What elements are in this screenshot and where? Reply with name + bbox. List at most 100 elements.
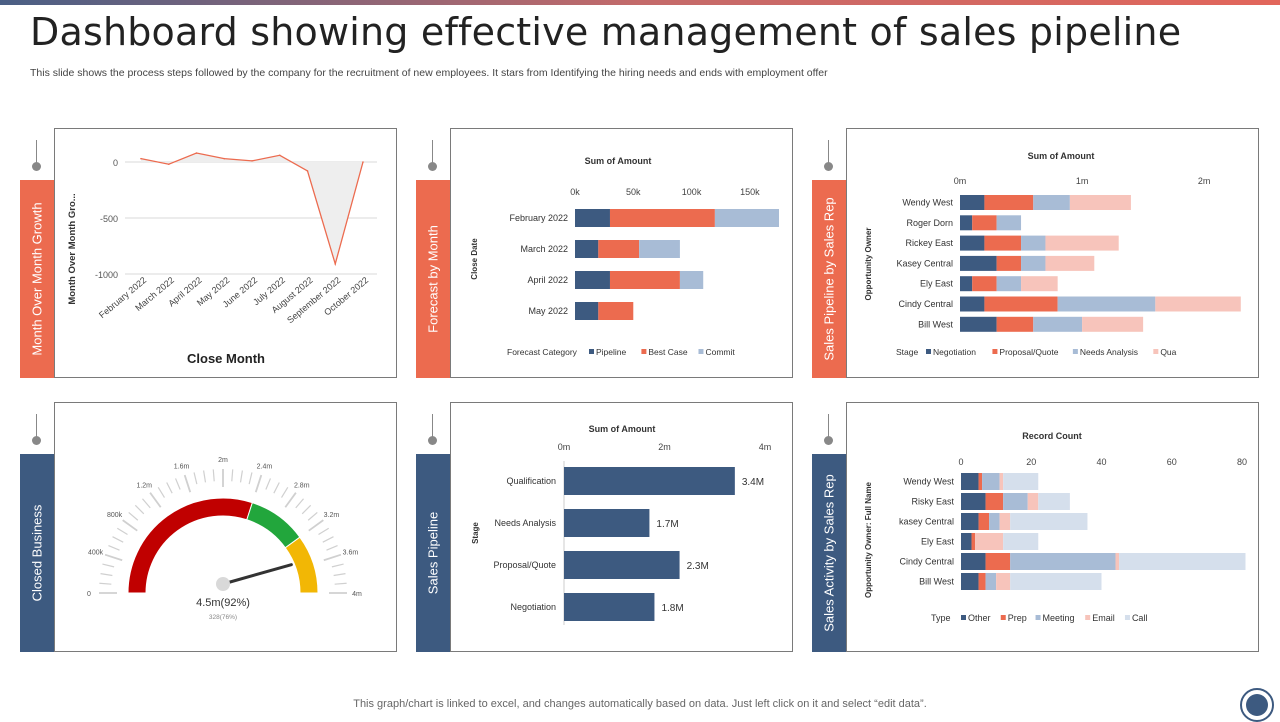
panel-pipeline-rep[interactable]: Sum of Amount 0m 1m 2m Wendy West Roger Dorn R… — [846, 128, 1259, 378]
gauge-tick — [174, 478, 181, 490]
bar-segment — [1033, 316, 1083, 332]
pin-dot — [32, 436, 41, 445]
panel-month-growth[interactable]: 0 -500 -1000 February 2022 March 2022 April 2… — [54, 128, 397, 378]
bar-segment — [714, 209, 779, 227]
pipeline-rep-chart[interactable]: Sum of Amount 0m 1m 2m Wendy West Roger Dorn R… — [847, 129, 1260, 379]
bar-segment — [575, 240, 599, 258]
category-label: Cindy Central — [898, 299, 953, 309]
bar-segment — [575, 302, 599, 320]
bar-segment — [975, 533, 1004, 550]
legend-swatch — [641, 349, 647, 354]
pin-line — [36, 140, 37, 165]
bar-segment — [609, 271, 680, 289]
gauge-tick — [295, 498, 304, 509]
bar-segment — [961, 513, 979, 530]
bar-segment — [1003, 473, 1039, 490]
pin-line — [36, 414, 37, 439]
tab-forecast: Forecast by Month — [416, 180, 450, 378]
gauge-tick — [122, 519, 138, 532]
bar-segment — [1082, 316, 1144, 332]
x-axis-title: Close Month — [187, 351, 265, 366]
category-label: April 2022 — [527, 275, 568, 285]
x-tick-label: 40 — [1096, 457, 1106, 467]
gauge-tick — [99, 582, 112, 585]
sales-pipeline-chart[interactable]: Sum of Amount 0m 2m 4m Qualification 3.4M Need… — [451, 403, 794, 653]
bar-segment — [1003, 493, 1028, 510]
bar-segment — [598, 302, 634, 320]
bar-segment — [978, 573, 986, 590]
gauge-hub — [216, 577, 230, 591]
legend-title: Type — [931, 613, 951, 623]
category-label: Wendy West — [903, 477, 954, 487]
pin-line — [432, 414, 433, 439]
bar-segment — [1033, 195, 1070, 210]
category-label: Bill West — [919, 577, 954, 587]
bar-segment — [960, 215, 973, 231]
bar-segment — [1027, 493, 1039, 510]
panel-forecast[interactable]: Sum of Amount 0k 50k 100k 150k February 2022 M… — [450, 128, 793, 378]
x-tick-label: 2m — [658, 442, 671, 452]
bar-segment — [1119, 553, 1246, 570]
data-point — [362, 161, 364, 163]
panel-sales-pipeline[interactable]: Sum of Amount 0m 2m 4m Qualification 3.4M Need… — [450, 402, 793, 652]
gauge-tick — [322, 536, 334, 543]
bar — [564, 509, 650, 537]
y-tick-label: 0 — [113, 158, 118, 168]
x-tick-label: 60 — [1167, 457, 1177, 467]
bar-segment — [961, 553, 986, 570]
pin-line — [828, 414, 829, 439]
bar-segment — [971, 533, 976, 550]
gauge-tick — [265, 478, 272, 490]
panel-activity-rep[interactable]: Record Count 0 20 40 60 80 Wendy West Risky Eas… — [846, 402, 1259, 652]
bar-segment — [989, 513, 1000, 530]
tab-pipeline-rep: Sales Pipeline by Sales Rep — [812, 180, 846, 378]
category-label: Rickey East — [905, 238, 953, 248]
x-tick-label: 80 — [1237, 457, 1247, 467]
bar-segment — [1010, 553, 1116, 570]
bar-segment — [984, 235, 1022, 251]
gauge-tick — [166, 482, 173, 494]
legend-title: Stage — [896, 347, 918, 357]
tab-label: Month Over Month Growth — [29, 202, 45, 356]
data-point — [334, 263, 337, 265]
category-label: March 2022 — [520, 244, 568, 254]
pin-dot — [32, 162, 41, 171]
bar-segment — [598, 240, 640, 258]
legend-label: Pipeline — [596, 347, 627, 357]
category-label: Wendy West — [902, 198, 953, 208]
tab-activity-rep: Sales Activity by Sales Rep — [812, 454, 846, 652]
legend-swatch — [1124, 615, 1130, 620]
data-label: 1.7M — [656, 519, 678, 530]
x-tick-label: 2m — [1198, 176, 1211, 186]
data-point — [306, 170, 309, 172]
tab-label: Forecast by Month — [425, 225, 441, 333]
panel-closed-business[interactable]: 0 400k 800k 1.2m 1.6m 2m 2.4m 2.8m 3.2m 3.6m 4m 4.5… — [54, 402, 397, 652]
data-point — [195, 152, 198, 154]
bar-segment — [679, 271, 704, 289]
pin-line — [432, 140, 433, 165]
activity-rep-chart[interactable]: Record Count 0 20 40 60 80 Wendy West Risky Eas… — [847, 403, 1260, 653]
bar-segment — [1057, 296, 1156, 312]
data-label: 3.4M — [742, 477, 764, 488]
closed-business-gauge[interactable]: 0 400k 800k 1.2m 1.6m 2m 2.4m 2.8m 3.2m 3.6m 4m 4.5… — [55, 403, 398, 653]
forecast-chart[interactable]: Sum of Amount 0k 50k 100k 150k February 2022 M… — [451, 129, 794, 379]
pin-dot — [824, 162, 833, 171]
gauge-tick — [248, 472, 253, 485]
bar-segment — [1069, 195, 1131, 210]
bar-segment — [984, 296, 1058, 312]
x-tick-label: 100k — [682, 187, 702, 197]
gauge-tick — [104, 553, 123, 562]
gauge-tick — [203, 470, 207, 483]
bar-segment — [982, 473, 1000, 490]
legend-label: Needs Analysis — [1080, 347, 1138, 357]
data-label: 1.8M — [661, 603, 683, 614]
category-label: Qualification — [506, 476, 556, 486]
gauge-tick — [301, 504, 312, 515]
x-tick-label: 1m — [1076, 176, 1089, 186]
bar-segment — [996, 255, 1022, 271]
data-point — [278, 154, 281, 157]
bar-segment — [960, 276, 973, 292]
bar-segment — [1003, 533, 1039, 550]
bar-segment — [978, 473, 983, 490]
